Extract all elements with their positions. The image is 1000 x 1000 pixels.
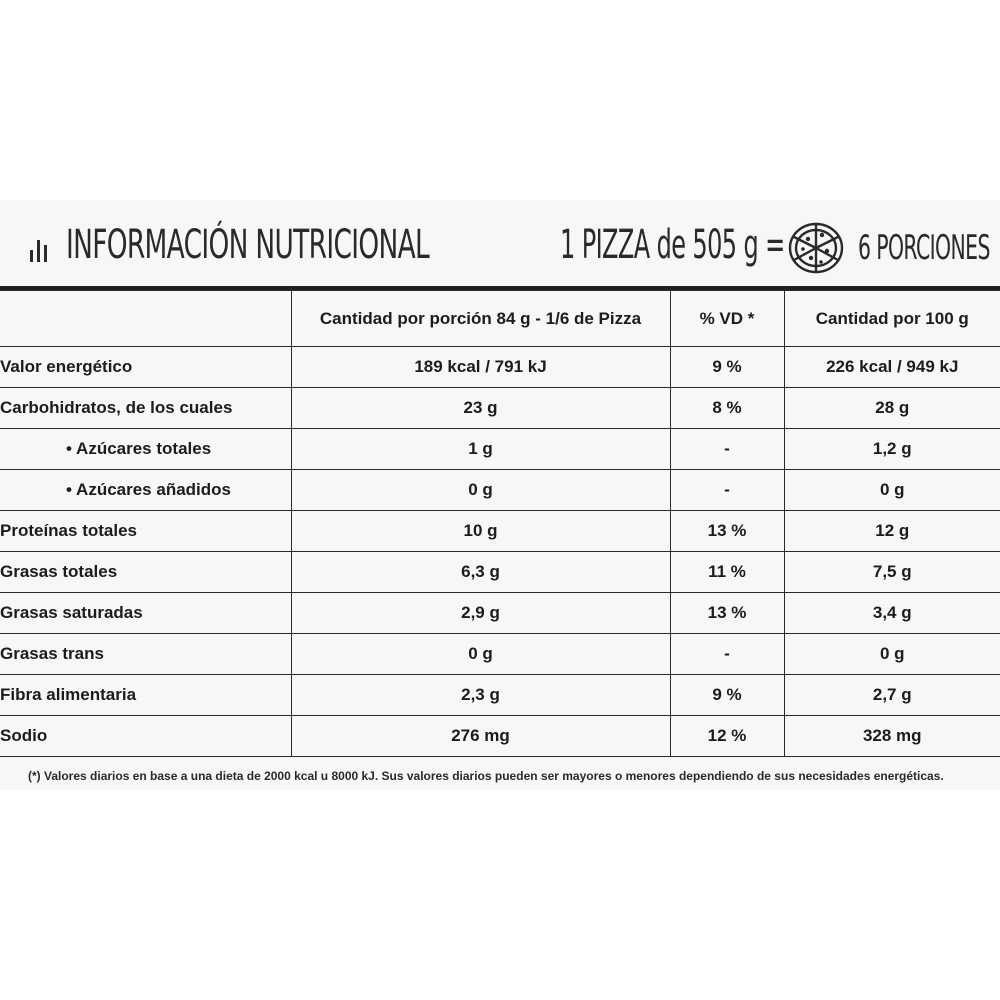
portion-value: 2,9 g: [290, 592, 671, 634]
portion-value: 189 kcal / 791 kJ: [290, 346, 671, 388]
vd-value: 9 %: [669, 346, 785, 388]
per100-value: 28 g: [783, 387, 1000, 429]
pizza-weight-text: 1 PIZZA de 505 g =: [560, 222, 785, 268]
table-row: Grasas totales 6,3 g 11 % 7,5 g: [0, 551, 1000, 593]
vd-value: 13 %: [669, 592, 785, 634]
bar-chart-icon: [30, 240, 47, 262]
portion-value: 0 g: [290, 633, 671, 675]
table-row: Grasas saturadas 2,9 g 13 % 3,4 g: [0, 592, 1000, 634]
table-row: • Azúcares añadidos 0 g - 0 g: [0, 469, 1000, 511]
table-row: • Azúcares totales 1 g - 1,2 g: [0, 428, 1000, 470]
per100-value: 0 g: [783, 469, 1000, 511]
vd-value: -: [669, 469, 785, 511]
portion-value: 2,3 g: [290, 674, 671, 716]
per100-value: 7,5 g: [783, 551, 1000, 593]
label-title: INFORMACIÓN NUTRICIONAL: [66, 222, 430, 268]
vd-value: 13 %: [669, 510, 785, 552]
per100-value: 3,4 g: [783, 592, 1000, 634]
nutrient-name: Fibra alimentaria: [0, 674, 292, 716]
footnote: (*) Valores diarios en base a una dieta …: [28, 769, 944, 783]
pizza-icon: [788, 222, 844, 274]
column-header-portion: Cantidad por porción 84 g - 1/6 de Pizza: [290, 290, 671, 347]
column-header-per100: Cantidad por 100 g: [783, 290, 1000, 347]
nutrition-label: INFORMACIÓN NUTRICIONAL 1 PIZZA de 505 g…: [0, 200, 1000, 790]
vd-value: -: [669, 633, 785, 675]
portion-value: 276 mg: [290, 715, 671, 757]
nutrient-name: Grasas saturadas: [0, 592, 292, 634]
column-header-nutrient: [0, 290, 292, 347]
nutrient-name: Grasas totales: [0, 551, 292, 593]
portion-value: 6,3 g: [290, 551, 671, 593]
nutrient-name: Sodio: [0, 715, 292, 757]
per100-value: 226 kcal / 949 kJ: [783, 346, 1000, 388]
nutrient-name: Grasas trans: [0, 633, 292, 675]
table-header-row: Cantidad por porción 84 g - 1/6 de Pizza…: [0, 290, 1000, 347]
label-header: INFORMACIÓN NUTRICIONAL 1 PIZZA de 505 g…: [0, 200, 1000, 286]
per100-value: 328 mg: [783, 715, 1000, 757]
vd-value: 8 %: [669, 387, 785, 429]
table-row: Sodio 276 mg 12 % 328 mg: [0, 715, 1000, 757]
vd-value: 11 %: [669, 551, 785, 593]
portion-value: 23 g: [290, 387, 671, 429]
nutrient-name: • Azúcares totales: [0, 428, 292, 470]
per100-value: 2,7 g: [783, 674, 1000, 716]
table-row: Grasas trans 0 g - 0 g: [0, 633, 1000, 675]
per100-value: 0 g: [783, 633, 1000, 675]
portions-text: 6 PORCIONES: [858, 228, 990, 268]
nutrient-name: Valor energético: [0, 346, 292, 388]
nutrient-name: • Azúcares añadidos: [0, 469, 292, 511]
nutrient-name: Carbohidratos, de los cuales: [0, 387, 292, 429]
portion-value: 1 g: [290, 428, 671, 470]
nutrient-name: Proteínas totales: [0, 510, 292, 552]
nutrition-table: Cantidad por porción 84 g - 1/6 de Pizza…: [0, 290, 1000, 757]
portion-value: 0 g: [290, 469, 671, 511]
table-row: Valor energético 189 kcal / 791 kJ 9 % 2…: [0, 346, 1000, 388]
table-row: Proteínas totales 10 g 13 % 12 g: [0, 510, 1000, 552]
table-row: Carbohidratos, de los cuales 23 g 8 % 28…: [0, 387, 1000, 429]
per100-value: 12 g: [783, 510, 1000, 552]
column-header-vd: % VD *: [669, 290, 785, 347]
vd-value: -: [669, 428, 785, 470]
vd-value: 12 %: [669, 715, 785, 757]
per100-value: 1,2 g: [783, 428, 1000, 470]
vd-value: 9 %: [669, 674, 785, 716]
header-divider: [0, 286, 1000, 290]
portion-value: 10 g: [290, 510, 671, 552]
table-row: Fibra alimentaria 2,3 g 9 % 2,7 g: [0, 674, 1000, 716]
